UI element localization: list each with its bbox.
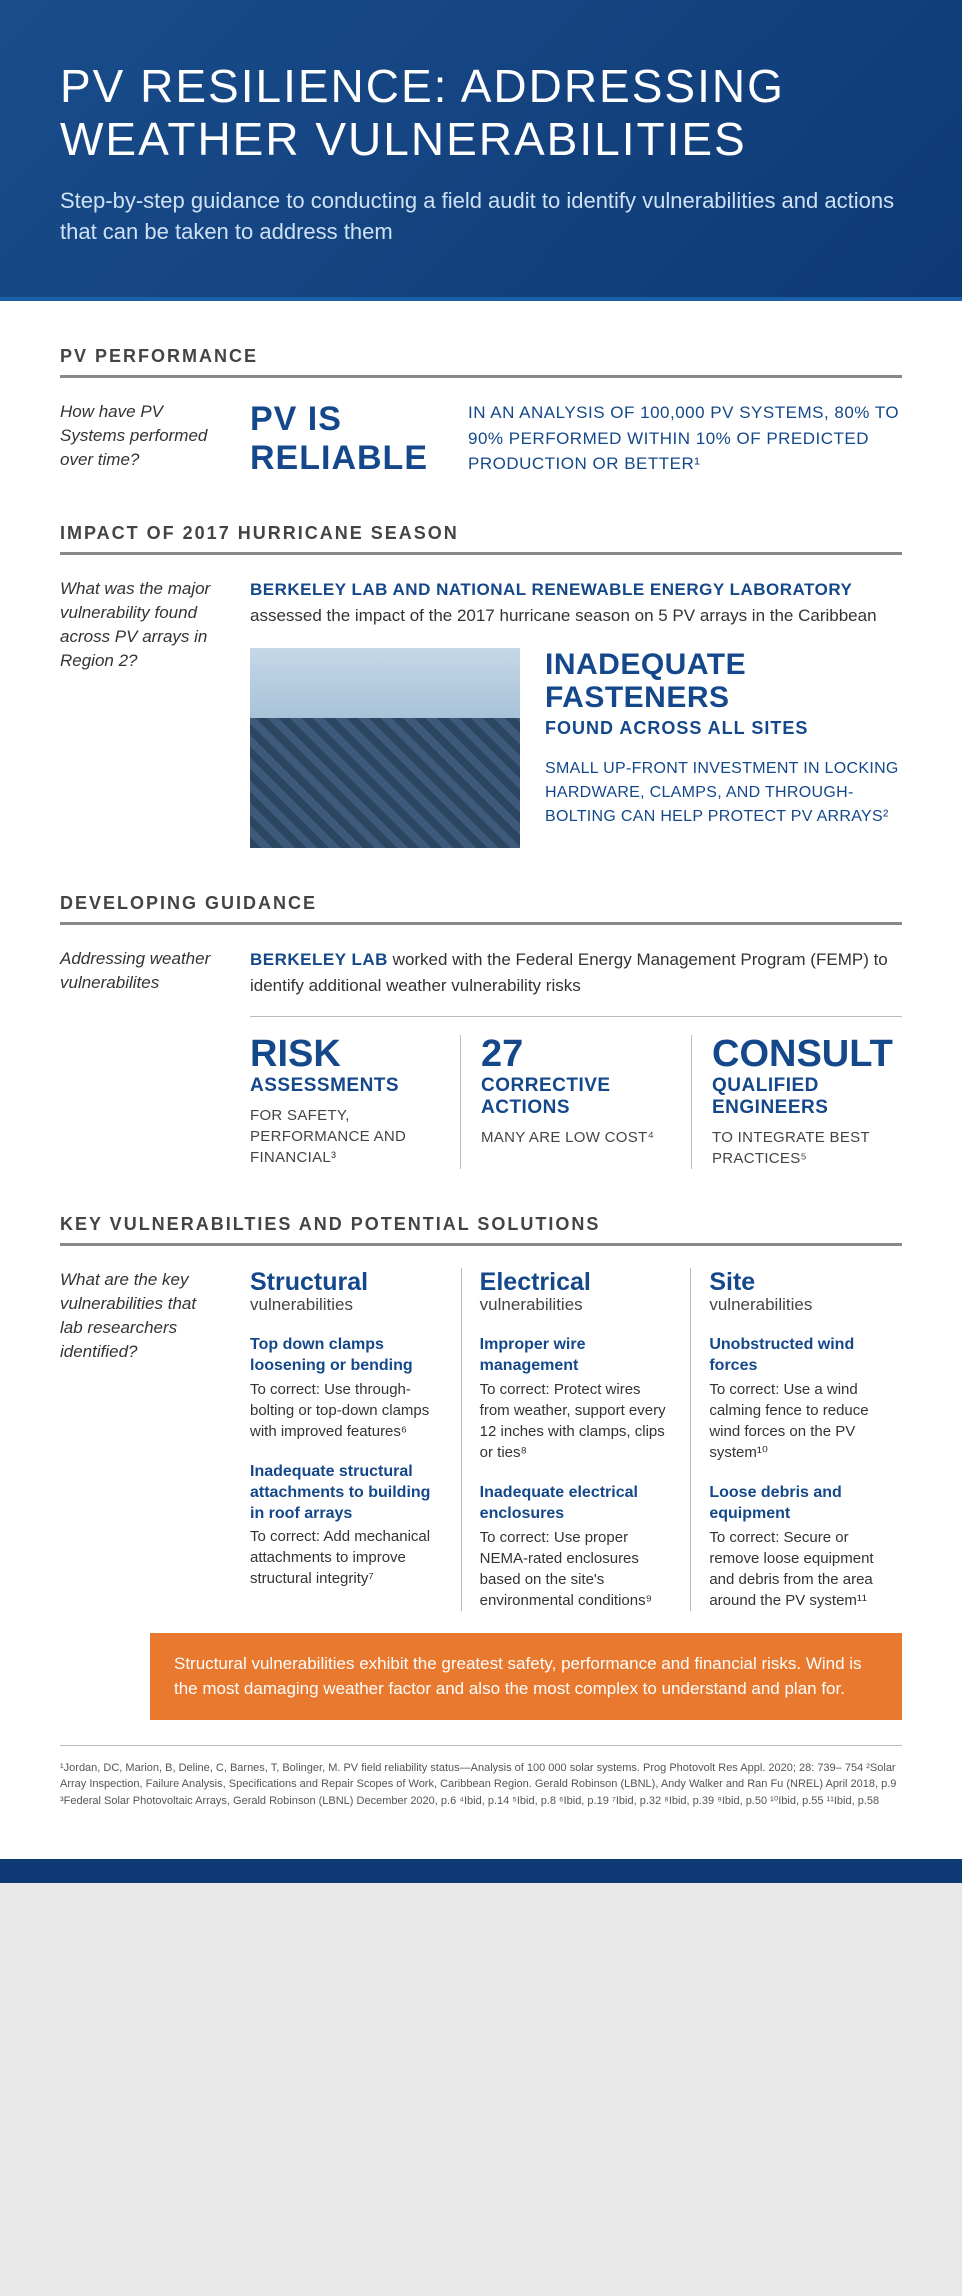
guidance-col-risk: RISK ASSESSMENTS FOR SAFETY, PERFORMANCE… [250, 1035, 460, 1169]
vuln-item-title: Loose debris and equipment [709, 1483, 902, 1525]
side-question: Addressing weather vulnerabilites [60, 947, 220, 1169]
vuln-cat-sub: vulnerabilities [250, 1295, 443, 1315]
vuln-cat-title: Electrical [480, 1268, 673, 1297]
vuln-item-body: To correct: Secure or remove loose equip… [709, 1527, 902, 1611]
impact-intro-bold: BERKELEY LAB AND NATIONAL RENEWABLE ENER… [250, 580, 852, 599]
infographic-page: PV RESILIENCE: ADDRESSING WEATHER VULNER… [0, 0, 962, 1883]
page-title: PV RESILIENCE: ADDRESSING WEATHER VULNER… [60, 60, 902, 166]
footer-bar [0, 1859, 962, 1883]
vuln-col-site: Site vulnerabilities Unobstructed wind f… [690, 1268, 902, 1610]
callout-box: Structural vulnerabilities exhibit the g… [150, 1633, 902, 1720]
vuln-item-title: Top down clamps loosening or bending [250, 1335, 443, 1377]
vuln-cat-sub: vulnerabilities [709, 1295, 902, 1315]
section-impact: IMPACT OF 2017 HURRICANE SEASON What was… [60, 523, 902, 848]
guidance-intro-bold: BERKELEY LAB [250, 950, 388, 969]
performance-stat: IN AN ANALYSIS OF 100,000 PV SYSTEMS, 80… [468, 400, 902, 477]
impact-finding-body: SMALL UP-FRONT INVESTMENT IN LOCKING HAR… [545, 757, 902, 829]
col-med: CORRECTIVE ACTIONS [481, 1075, 671, 1119]
hurricane-damage-photo [250, 648, 520, 848]
col-big: RISK [250, 1035, 440, 1073]
header-banner: PV RESILIENCE: ADDRESSING WEATHER VULNER… [0, 0, 962, 301]
section-performance: PV PERFORMANCE How have PV Systems perfo… [60, 346, 902, 478]
vuln-three-col: Structural vulnerabilities Top down clam… [250, 1268, 902, 1610]
vuln-item: Top down clamps loosening or bending To … [250, 1335, 443, 1442]
guidance-col-actions: 27 CORRECTIVE ACTIONS MANY ARE LOW COST⁴ [460, 1035, 691, 1169]
vuln-item-title: Unobstructed wind forces [709, 1335, 902, 1377]
col-small: MANY ARE LOW COST⁴ [481, 1127, 671, 1148]
section-heading: IMPACT OF 2017 HURRICANE SEASON [60, 523, 902, 555]
vuln-item-body: To correct: Protect wires from weather, … [480, 1379, 673, 1463]
impact-finding-sub: FOUND ACROSS ALL SITES [545, 718, 902, 739]
side-question: How have PV Systems performed over time? [60, 400, 220, 478]
section-heading: DEVELOPING GUIDANCE [60, 893, 902, 925]
col-big: CONSULT [712, 1035, 902, 1073]
guidance-three-col: RISK ASSESSMENTS FOR SAFETY, PERFORMANCE… [250, 1035, 902, 1169]
vuln-item: Inadequate electrical enclosures To corr… [480, 1483, 673, 1611]
vuln-item-body: To correct: Use proper NEMA-rated enclos… [480, 1527, 673, 1611]
vuln-col-electrical: Electrical vulnerabilities Improper wire… [461, 1268, 691, 1610]
section-guidance: DEVELOPING GUIDANCE Addressing weather v… [60, 893, 902, 1169]
divider [250, 1016, 902, 1017]
vuln-col-structural: Structural vulnerabilities Top down clam… [250, 1268, 461, 1610]
impact-intro-text: assessed the impact of the 2017 hurrican… [250, 606, 877, 625]
col-big: 27 [481, 1035, 671, 1073]
section-vulnerabilities: KEY VULNERABILTIES AND POTENTIAL SOLUTIO… [60, 1214, 902, 1719]
page-subtitle: Step-by-step guidance to conducting a fi… [60, 186, 902, 248]
guidance-col-consult: CONSULT QUALIFIED ENGINEERS TO INTEGRATE… [691, 1035, 902, 1169]
col-small: FOR SAFETY, PERFORMANCE AND FINANCIAL³ [250, 1105, 440, 1168]
col-med: ASSESSMENTS [250, 1075, 440, 1097]
col-small: TO INTEGRATE BEST PRACTICES⁵ [712, 1127, 902, 1169]
vuln-item: Loose debris and equipment To correct: S… [709, 1483, 902, 1611]
vuln-item-title: Inadequate structural attachments to bui… [250, 1462, 443, 1524]
vuln-item: Inadequate structural attachments to bui… [250, 1462, 443, 1589]
vuln-item-title: Inadequate electrical enclosures [480, 1483, 673, 1525]
footnotes: ¹Jordan, DC, Marion, B, Deline, C, Barne… [60, 1745, 902, 1810]
vuln-item-body: To correct: Use a wind calming fence to … [709, 1379, 902, 1463]
col-med: QUALIFIED ENGINEERS [712, 1075, 902, 1119]
vuln-item: Unobstructed wind forces To correct: Use… [709, 1335, 902, 1463]
vuln-cat-sub: vulnerabilities [480, 1295, 673, 1315]
vuln-item-body: To correct: Use through-bolting or top-d… [250, 1379, 443, 1442]
vuln-item-body: To correct: Add mechanical attachments t… [250, 1526, 443, 1589]
content-area: PV PERFORMANCE How have PV Systems perfo… [0, 346, 962, 1839]
vuln-item-title: Improper wire management [480, 1335, 673, 1377]
side-question: What are the key vulnerabilities that la… [60, 1268, 220, 1610]
vuln-item: Improper wire management To correct: Pro… [480, 1335, 673, 1463]
performance-headline: PV IS RELIABLE [250, 400, 428, 478]
side-question: What was the major vulnerability found a… [60, 577, 220, 848]
vuln-cat-title: Site [709, 1268, 902, 1297]
impact-finding-title: INADEQUATE FASTENERS [545, 648, 902, 714]
section-heading: PV PERFORMANCE [60, 346, 902, 378]
section-heading: KEY VULNERABILTIES AND POTENTIAL SOLUTIO… [60, 1214, 902, 1246]
vuln-cat-title: Structural [250, 1268, 443, 1297]
